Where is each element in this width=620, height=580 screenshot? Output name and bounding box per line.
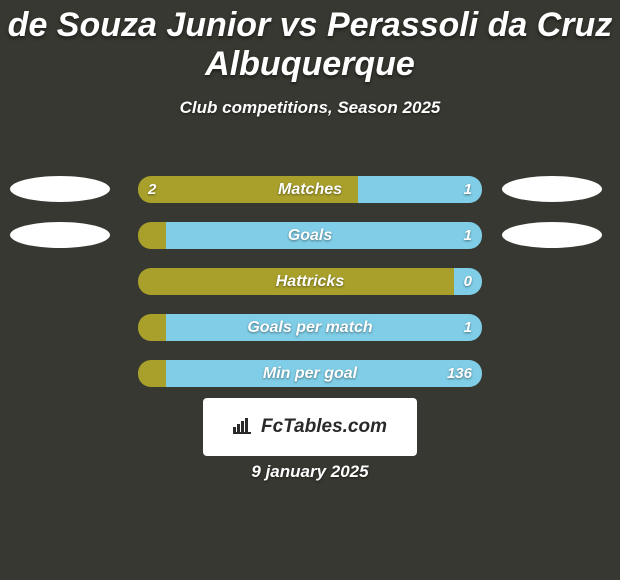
stat-value-left: [138, 360, 158, 387]
stat-bar: 0Hattricks: [138, 268, 482, 295]
stat-value-right: 1: [454, 314, 482, 341]
player-left-avatar: [10, 222, 110, 248]
stat-value-right: 0: [454, 268, 482, 295]
stat-value-left: 2: [138, 176, 166, 203]
stat-bar: 1Goals per match: [138, 314, 482, 341]
stat-value-left: [138, 268, 158, 295]
stat-value-left: [138, 222, 158, 249]
stat-row: 0Hattricks: [0, 268, 620, 295]
stat-bar: 136Min per goal: [138, 360, 482, 387]
player-right-avatar: [502, 222, 602, 248]
player-left-avatar: [10, 176, 110, 202]
bar-chart-icon: [233, 416, 255, 438]
stat-value-right: 1: [454, 176, 482, 203]
stat-bar-left-fill: [138, 176, 358, 203]
stat-bar: 1Goals: [138, 222, 482, 249]
date-label: 9 january 2025: [0, 462, 620, 482]
stat-bar-left-fill: [138, 268, 454, 295]
comparison-infographic: de Souza Junior vs Perassoli da Cruz Alb…: [0, 0, 620, 580]
player-right-avatar: [502, 176, 602, 202]
stat-value-left: [138, 314, 158, 341]
stat-value-right: 136: [437, 360, 482, 387]
brand-logo-text: FcTables.com: [261, 416, 387, 438]
stat-row: 21Matches: [0, 176, 620, 203]
stat-bar-right-fill: [166, 222, 482, 249]
stat-bar: 21Matches: [138, 176, 482, 203]
stat-bar-right-fill: [166, 314, 482, 341]
stat-bar-right-fill: [166, 360, 482, 387]
stat-value-right: 1: [454, 222, 482, 249]
stat-row: 136Min per goal: [0, 360, 620, 387]
stat-row: 1Goals per match: [0, 314, 620, 341]
subtitle: Club competitions, Season 2025: [0, 98, 620, 118]
brand-logo: FcTables.com: [203, 398, 417, 456]
page-title: de Souza Junior vs Perassoli da Cruz Alb…: [0, 0, 620, 84]
stat-row: 1Goals: [0, 222, 620, 249]
stat-rows: 21Matches1Goals0Hattricks1Goals per matc…: [0, 176, 620, 406]
